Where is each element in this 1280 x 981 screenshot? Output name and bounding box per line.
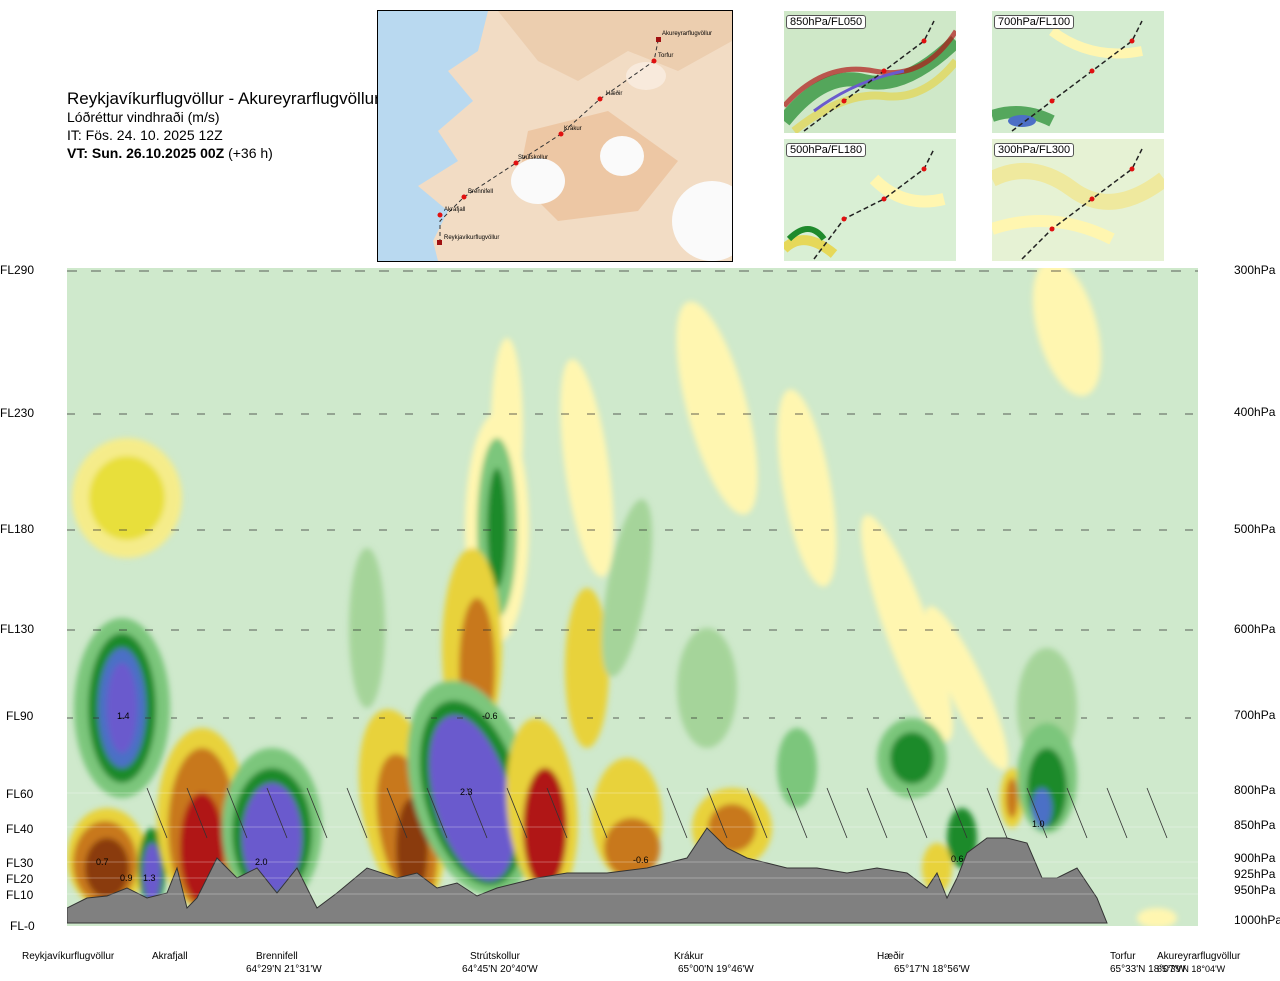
waypoint-label: Krákur 65°00'N 19°46'W	[674, 951, 754, 975]
pressure-label: 950hPa	[1234, 883, 1276, 897]
fl-label: FL230	[0, 406, 35, 420]
fl-label: FL290	[0, 263, 35, 277]
map-label-haedir: Hæðir	[606, 90, 622, 97]
inset-300hpa: 300hPa/FL300	[992, 139, 1164, 261]
inset-label: 500hPa/FL180	[786, 143, 867, 157]
pressure-label: 800hPa	[1234, 783, 1276, 797]
contour-label: 2.3	[460, 787, 473, 797]
contour-label: -0.6	[633, 855, 649, 865]
fl-label: FL20	[6, 872, 34, 886]
pressure-label: 850hPa	[1234, 818, 1276, 832]
inset-label: 300hPa/FL300	[994, 143, 1075, 157]
waypoint-label: Hæðir 65°17'N 18°56'W	[877, 951, 970, 975]
contour-label: -0.6	[482, 711, 498, 721]
contour-label: 1.4	[117, 711, 130, 721]
contour-label: 0.9	[120, 873, 133, 883]
waypoint-label: Strútskollur 64°45'N 20°40'W	[462, 951, 538, 975]
inset-700hpa: 700hPa/FL100	[992, 11, 1164, 133]
contour-label: 2.0	[255, 857, 268, 867]
route-title: Reykjavíkurflugvöllur - Akureyrarflugvöl…	[67, 89, 380, 108]
waypoint-label: Reykjavíkurflugvöllur	[22, 951, 115, 962]
fl-label: FL10	[6, 888, 34, 902]
cross-section-plot: 1.4 -0.6 2.3 0.7 0.9 1.3 2.0 -0.6 1.0 0.…	[66, 259, 1198, 928]
fl-label: FL40	[6, 822, 34, 836]
waypoint-label: Akrafjall	[152, 951, 188, 962]
map-label-reykjavik: Reykjavíkurflugvöllur	[444, 235, 499, 241]
waypoint-label: Akureyrarflugvöllur 65°39'N 18°04'W	[1157, 951, 1241, 974]
fl-label: FL180	[0, 522, 35, 536]
route-overview-map: Akureyrarflugvöllur Torfur Hæðir Krákur …	[377, 10, 733, 262]
map-label-brennifell: Brennifell	[468, 189, 493, 195]
issue-time: IT: Fös. 24. 10. 2025 12Z	[67, 127, 223, 143]
fl-label: FL130	[0, 622, 35, 636]
contour-label: 1.0	[1032, 819, 1045, 829]
contour-label: 0.6	[951, 854, 964, 864]
inset-500hpa: 500hPa/FL180	[784, 139, 956, 261]
map-label-krakur: Krákur	[564, 126, 582, 132]
pressure-label: 300hPa	[1234, 263, 1276, 277]
pressure-label: 500hPa	[1234, 522, 1276, 536]
waypoint-label: Brennifell 64°29'N 21°31'W	[246, 951, 322, 975]
pressure-label: 925hPa	[1234, 867, 1276, 881]
map-label-akrafjall: Akrafjall	[444, 207, 465, 213]
pressure-label: 900hPa	[1234, 851, 1276, 865]
fl-label: FL-0	[10, 919, 35, 933]
valid-time: VT: Sun. 26.10.2025 00Z (+36 h)	[67, 145, 273, 161]
inset-850hpa: 850hPa/FL050	[784, 11, 956, 133]
contour-label: 0.7	[96, 857, 109, 867]
pressure-label: 1000hPa	[1234, 913, 1280, 927]
pressure-label: 600hPa	[1234, 622, 1276, 636]
pressure-label: 700hPa	[1234, 708, 1276, 722]
contour-label: 1.3	[143, 873, 156, 883]
inset-label: 850hPa/FL050	[786, 15, 867, 29]
map-label-torfur: Torfur	[658, 53, 673, 59]
waypoint-label: Torfur 65°33'N 18°07'W	[1110, 951, 1186, 975]
fl-label: FL60	[6, 787, 34, 801]
map-label-strutskollur: Strútskollur	[518, 155, 548, 161]
pressure-label: 400hPa	[1234, 405, 1276, 419]
chart-header: Reykjavíkurflugvöllur - Akureyrarflugvöl…	[67, 90, 380, 162]
fl-label: FL90	[6, 709, 34, 723]
inset-label: 700hPa/FL100	[994, 15, 1075, 29]
parameter-label: Lóðréttur vindhraði (m/s)	[67, 109, 220, 125]
map-label-akureyri: Akureyrarflugvöllur	[662, 31, 712, 37]
fl-label: FL30	[6, 856, 34, 870]
